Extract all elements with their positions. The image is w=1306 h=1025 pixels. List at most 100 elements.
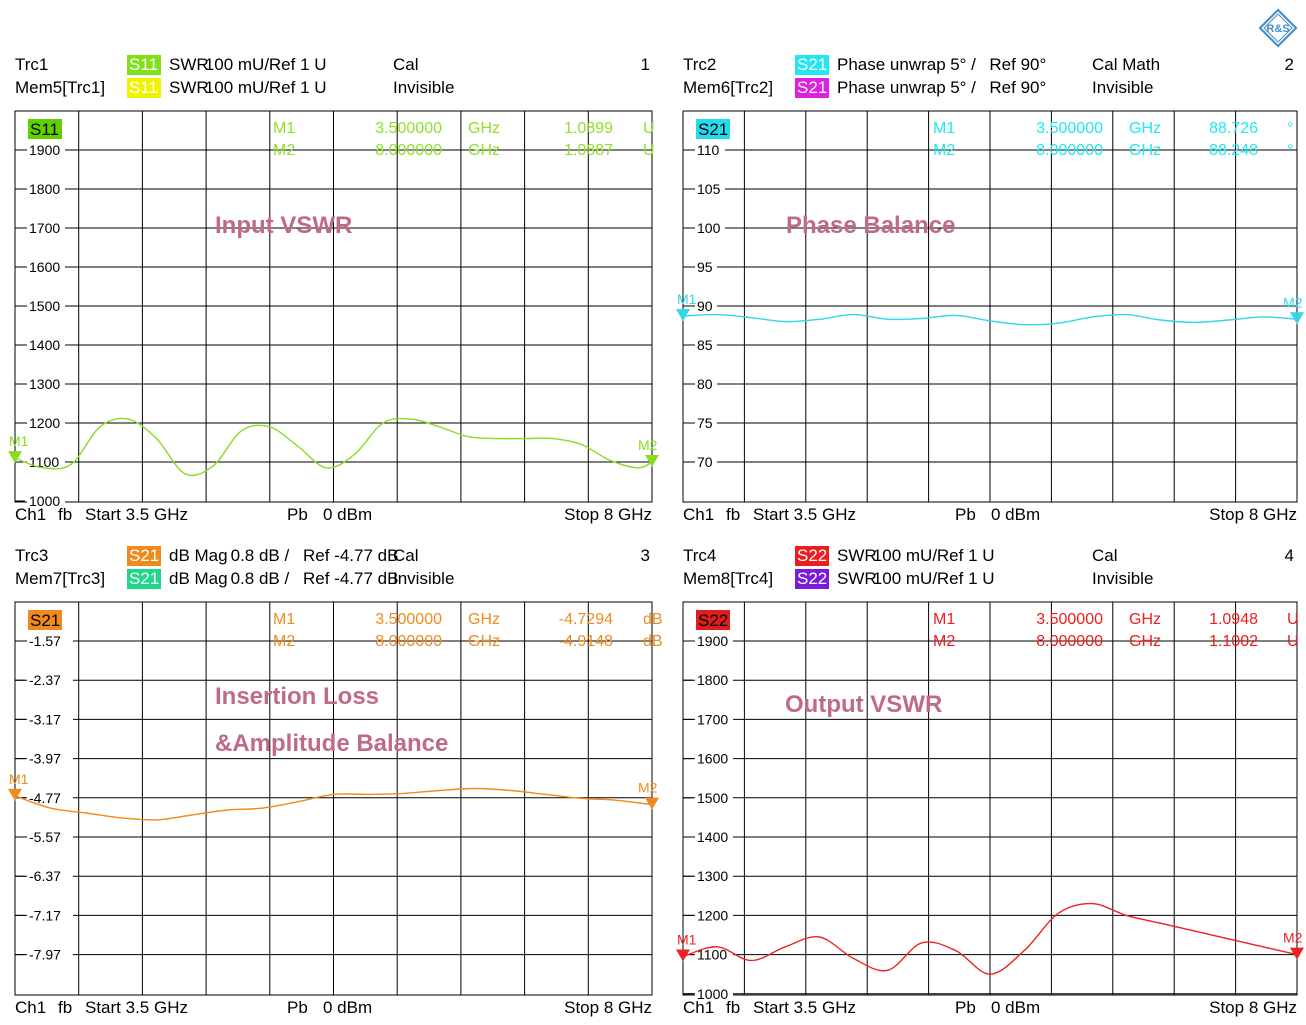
trace-badge-label: S21 bbox=[797, 78, 827, 97]
plot-trace-badge[interactable] bbox=[28, 119, 62, 139]
marker-m2-label: M2 bbox=[1283, 930, 1303, 946]
footer-channel: Ch1 bbox=[683, 998, 714, 1017]
plot-trace-badge[interactable] bbox=[28, 610, 62, 630]
trace-state: Invisible bbox=[393, 569, 454, 588]
y-tick-label-bg bbox=[695, 632, 733, 649]
plot-area[interactable]: -1.57 -2.37 -3.17 -3.97 -4.77 -5.57 -6.37 -7.17… bbox=[8, 601, 663, 996]
marker-readout-value: 1.0887 bbox=[564, 142, 613, 159]
y-tick-label-bg bbox=[695, 906, 733, 924]
trace-scale: 5° / bbox=[950, 55, 976, 74]
y-tick-label: 1800 bbox=[697, 672, 728, 688]
marker-readout-freq: 3.500000 bbox=[1036, 120, 1103, 137]
marker-m1-icon[interactable] bbox=[8, 451, 22, 464]
marker-readout-value-unit: U bbox=[1287, 611, 1299, 628]
y-tick-label: -2.37 bbox=[29, 672, 61, 688]
trace-format: SWR bbox=[837, 569, 877, 588]
plot-area[interactable]: 1900180017001600150014001300120011001000… bbox=[8, 110, 659, 509]
footer-stop: Stop 8 GHz bbox=[564, 998, 652, 1017]
y-tick-label-bg bbox=[27, 219, 65, 236]
footer-start: Start 3.5 GHz bbox=[85, 505, 188, 524]
footer-fb: fb bbox=[726, 998, 740, 1017]
footer-channel: Ch1 bbox=[683, 505, 714, 524]
trace-badge[interactable] bbox=[127, 569, 161, 589]
marker-readout-freq: 8.000000 bbox=[375, 633, 442, 650]
trace-name: Mem6[Trc2] bbox=[683, 78, 773, 97]
marker-m2-label: M2 bbox=[1283, 294, 1303, 310]
trace-scale: 5° / bbox=[950, 78, 976, 97]
trace-format: Phase unwrap bbox=[837, 55, 946, 74]
trace-badge-label: S11 bbox=[129, 78, 158, 97]
plot-area[interactable]: 1900180017001600150014001300120011001000… bbox=[676, 601, 1304, 1002]
trace-state: Cal bbox=[393, 546, 419, 565]
y-tick-label-bg bbox=[27, 749, 73, 767]
trace-badge[interactable] bbox=[127, 55, 161, 75]
trace-badge-label: S22 bbox=[797, 569, 827, 588]
trace-badge[interactable] bbox=[127, 78, 161, 98]
trace-badge[interactable] bbox=[795, 569, 829, 589]
y-tick-label: 1400 bbox=[29, 337, 60, 353]
footer-power: 0 dBm bbox=[323, 998, 372, 1017]
trace-badge[interactable] bbox=[795, 546, 829, 566]
marker-readout-freq: 3.500000 bbox=[375, 120, 442, 137]
plot-trace-badge[interactable] bbox=[696, 610, 730, 630]
y-tick-label-bg bbox=[27, 258, 65, 275]
y-tick-label: 70 bbox=[697, 454, 713, 470]
marker-readout-m2: M2 8.000000 GHz 88.248 ° bbox=[933, 142, 1293, 159]
logo-diamond-icon: R&S bbox=[1258, 8, 1298, 48]
trace-header-row1: Trc2 S21 Phase unwrap 5° / Ref 90° Cal Math bbox=[683, 55, 1160, 75]
marker-m2-icon[interactable] bbox=[1290, 312, 1304, 325]
trace-badge-label: S21 bbox=[129, 546, 159, 565]
channel-footer: Ch1 fb Start 3.5 GHz Pb 0 dBm Stop 8 GHz bbox=[683, 998, 1297, 1017]
trace-badge[interactable] bbox=[795, 78, 829, 98]
marker-readout-value: 1.0948 bbox=[1209, 611, 1258, 628]
trace-badge[interactable] bbox=[127, 546, 161, 566]
marker-m1-icon[interactable] bbox=[676, 309, 690, 322]
y-tick-label: 1700 bbox=[29, 220, 60, 236]
y-tick-label: -1.57 bbox=[29, 633, 61, 649]
y-tick-label: 1300 bbox=[697, 868, 728, 884]
logo-text: R&S bbox=[1266, 23, 1289, 35]
y-tick-label: 95 bbox=[697, 259, 713, 275]
y-tick-label: -7.97 bbox=[29, 947, 61, 963]
marker-m1-icon[interactable] bbox=[676, 949, 690, 962]
y-tick-label: 80 bbox=[697, 376, 713, 392]
marker-readout-freq: 3.500000 bbox=[375, 611, 442, 628]
trace-ref: Ref -4.77 dB bbox=[303, 546, 398, 565]
y-tick-label: 105 bbox=[697, 181, 721, 197]
marker-m1-label: M1 bbox=[677, 291, 697, 307]
footer-pb: Pb bbox=[287, 505, 308, 524]
plot-area[interactable]: 110 105 100 95 90 85 80 75 70 M1 M2 S21 M1 3.500000 GH… bbox=[676, 110, 1304, 503]
y-tick-label: 1900 bbox=[29, 142, 60, 158]
trace-state: Invisible bbox=[393, 78, 454, 97]
marker-m2-icon[interactable] bbox=[645, 797, 659, 810]
plot-annotation-line: Insertion Loss bbox=[215, 683, 379, 710]
plot-annotation: Input VSWR bbox=[215, 212, 352, 239]
trace-badge[interactable] bbox=[795, 55, 829, 75]
footer-power: 0 dBm bbox=[991, 505, 1040, 524]
marker-m1-icon[interactable] bbox=[8, 788, 22, 801]
trace-ref: Ref -4.77 dB bbox=[303, 569, 398, 588]
trace-scale: 100 mU/ bbox=[873, 546, 938, 565]
pane-number: 4 bbox=[1285, 546, 1294, 565]
plot-trace-badge-label: S11 bbox=[30, 120, 59, 139]
trace-format: SWR bbox=[169, 78, 209, 97]
marker-m2-icon[interactable] bbox=[645, 455, 659, 467]
marker-readout-name: M2 bbox=[933, 142, 955, 159]
marker-readout-name: M1 bbox=[273, 120, 295, 137]
trace-ref: Ref 1 U bbox=[269, 55, 327, 74]
plot-trace-badge[interactable] bbox=[696, 119, 730, 139]
marker-m1-label: M1 bbox=[677, 932, 697, 948]
y-tick-label: 1600 bbox=[697, 751, 728, 767]
trace-scale: 0.8 dB / bbox=[231, 569, 290, 588]
y-tick-label: 100 bbox=[697, 220, 721, 236]
y-tick-label-bg bbox=[27, 945, 73, 963]
footer-start: Start 3.5 GHz bbox=[85, 998, 188, 1017]
footer-power: 0 dBm bbox=[323, 505, 372, 524]
y-tick-label-bg bbox=[27, 828, 73, 845]
pane-number: 1 bbox=[641, 55, 650, 74]
trace-format: SWR bbox=[837, 546, 877, 565]
footer-channel: Ch1 bbox=[15, 505, 46, 524]
marker-m2-icon[interactable] bbox=[1290, 947, 1304, 960]
marker-readout-unit: GHz bbox=[468, 633, 500, 650]
